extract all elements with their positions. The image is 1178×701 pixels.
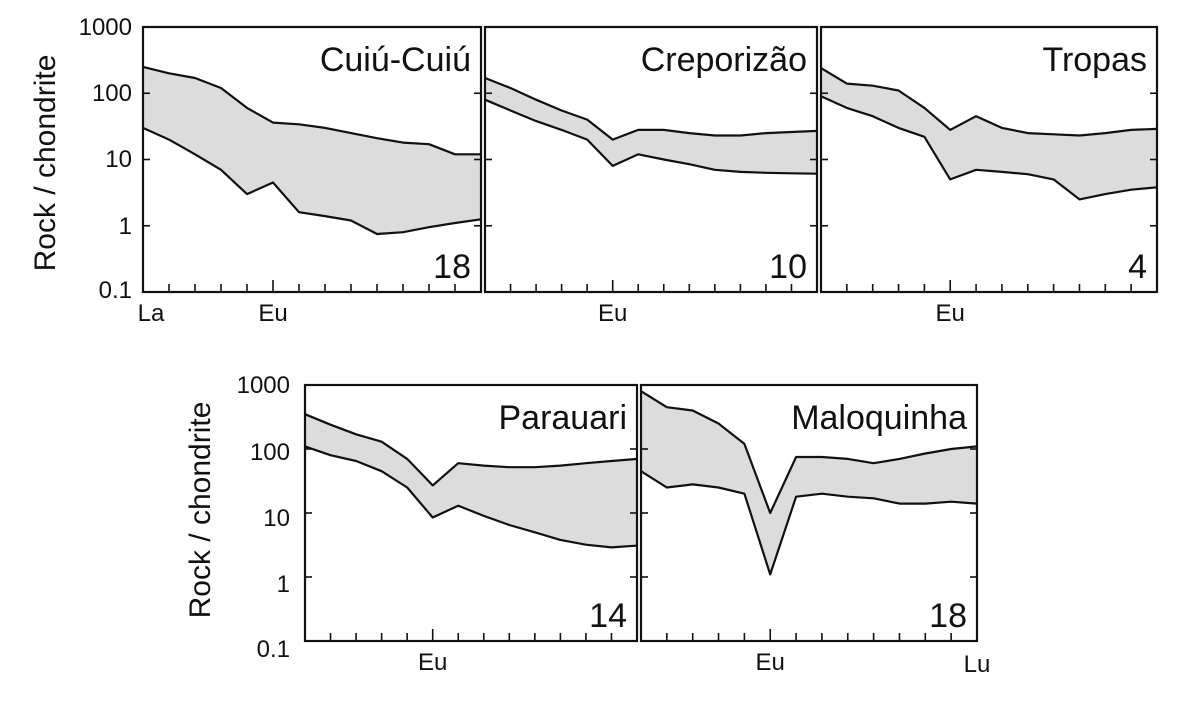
envelope-area bbox=[143, 66, 481, 235]
row1-y-tick-100: 100 bbox=[92, 80, 132, 107]
sample-count: 18 bbox=[929, 597, 967, 635]
sample-count: 14 bbox=[589, 597, 627, 635]
x-tick-la: La bbox=[138, 300, 165, 327]
panel-frame bbox=[819, 25, 1159, 294]
row1-y-axis-title: Rock / chondrite bbox=[29, 55, 62, 272]
sample-count: 18 bbox=[433, 248, 471, 286]
panel-maloquinha: Maloquinha 18 Eu Lu bbox=[639, 383, 991, 678]
upper-bound-line bbox=[820, 67, 1158, 137]
row1-y-tick-1000: 1000 bbox=[79, 14, 132, 41]
x-tick-eu: Eu bbox=[756, 649, 785, 676]
row2-y-tick-10: 10 bbox=[263, 505, 290, 532]
x-tick-eu: Eu bbox=[258, 300, 287, 327]
panel-title: Parauari bbox=[498, 399, 627, 437]
lower-bound-line bbox=[484, 98, 818, 175]
panel-title: Maloquinha bbox=[791, 399, 967, 437]
x-tick-eu: Eu bbox=[598, 300, 627, 327]
row1-y-tick-10: 10 bbox=[105, 146, 132, 173]
lower-bound-line bbox=[142, 126, 482, 236]
upper-bound-line bbox=[640, 390, 978, 515]
envelope-area bbox=[305, 414, 637, 548]
row2-y-axis: Rock / chondrite 1000 100 10 1 0.1 bbox=[184, 372, 290, 663]
panel-tropas: Tropas 4 Eu bbox=[819, 25, 1159, 327]
panel-parauari: Parauari 14 Eu bbox=[303, 383, 639, 676]
envelope-area bbox=[485, 78, 817, 174]
x-tick-eu: Eu bbox=[936, 300, 965, 327]
lower-bound-line bbox=[820, 95, 1158, 201]
upper-bound-line bbox=[142, 65, 481, 156]
panel-frame bbox=[303, 383, 639, 643]
panel-title: Creporizão bbox=[641, 41, 807, 79]
row1-y-tick-1: 1 bbox=[119, 213, 132, 240]
row1-y-tick-0.1: 0.1 bbox=[99, 277, 132, 304]
panel-frame bbox=[141, 25, 483, 294]
lower-bound-line bbox=[640, 470, 978, 576]
row2-y-tick-0.1: 0.1 bbox=[257, 636, 290, 663]
panel-creporizao: Creporizão 10 Eu bbox=[483, 25, 819, 327]
upper-bound-line bbox=[304, 413, 638, 487]
panel-cuiu-cuiu: Cuiú-Cuiú 18 La Eu bbox=[138, 25, 483, 327]
envelope-area bbox=[641, 391, 977, 575]
x-tick-lu: Lu bbox=[964, 651, 991, 678]
sample-count: 10 bbox=[769, 248, 807, 286]
lower-bound-line bbox=[304, 445, 638, 549]
row2-y-axis-title: Rock / chondrite bbox=[184, 402, 217, 619]
panel-frame bbox=[639, 383, 979, 643]
row1-y-axis: Rock / chondrite 1000 100 10 1 0.1 bbox=[29, 14, 132, 304]
row2-y-tick-1: 1 bbox=[277, 571, 290, 598]
panel-frame bbox=[483, 25, 819, 294]
sample-count: 4 bbox=[1128, 248, 1147, 286]
panel-title: Tropas bbox=[1042, 41, 1147, 79]
panel-title: Cuiú-Cuiú bbox=[320, 41, 471, 79]
x-tick-eu: Eu bbox=[418, 649, 447, 676]
row2-y-tick-1000: 1000 bbox=[237, 372, 290, 399]
envelope-area bbox=[821, 68, 1157, 200]
row2-y-tick-100: 100 bbox=[250, 439, 290, 466]
upper-bound-line bbox=[484, 76, 818, 141]
